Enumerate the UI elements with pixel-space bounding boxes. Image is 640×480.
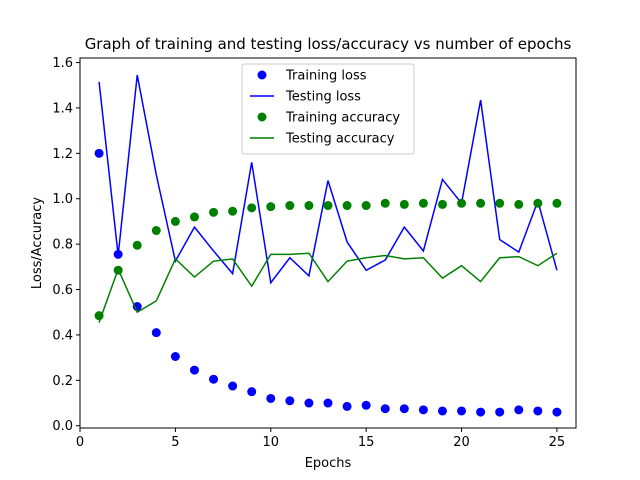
x-tick-label: 10 <box>262 435 279 450</box>
training-accuracy-point <box>380 198 390 208</box>
training-loss-point <box>495 407 505 417</box>
testing-loss-line <box>98 74 558 285</box>
y-tick-label: 1.2 <box>52 147 73 162</box>
training-accuracy-legend-label: Training accuracy <box>285 111 400 126</box>
training-loss-point <box>476 407 486 417</box>
training-accuracy-point <box>304 201 314 211</box>
y-tick-label: 0.4 <box>52 328 73 343</box>
training-accuracy-point <box>209 207 219 217</box>
training-loss-point <box>552 407 562 417</box>
training-accuracy-point <box>361 201 371 211</box>
training-accuracy-point <box>476 198 486 208</box>
plot-marks <box>94 74 562 417</box>
training-accuracy-point <box>437 199 447 209</box>
x-tick-label: 25 <box>549 435 566 450</box>
x-axis-label: Epochs <box>305 456 352 471</box>
x-tick-label: 5 <box>171 435 179 450</box>
training-accuracy-point <box>533 198 543 208</box>
x-tick-label: 20 <box>453 435 470 450</box>
y-tick-label: 0.0 <box>52 419 73 434</box>
training-loss-point <box>399 404 409 414</box>
training-loss-point <box>170 351 180 361</box>
training-loss-point <box>266 393 276 403</box>
training-loss-point <box>285 396 295 406</box>
training-accuracy-legend-swatch <box>257 112 267 122</box>
training-accuracy-point <box>323 201 333 211</box>
axes-frame <box>79 57 577 429</box>
x-axis-ticks: 0 5 10 15 20 25 <box>76 428 565 450</box>
training-loss-point <box>361 400 371 410</box>
training-loss-point <box>209 374 219 384</box>
y-tick-label: 1.0 <box>52 192 73 207</box>
training-accuracy-point <box>132 240 142 250</box>
training-accuracy-point <box>399 199 409 209</box>
legend: Training loss Testing loss Training accura… <box>241 63 415 155</box>
training-loss-legend-label: Training loss <box>285 69 367 84</box>
training-accuracy-point <box>457 198 467 208</box>
testing-accuracy-legend-label: Testing accuracy <box>285 132 395 147</box>
training-loss-point <box>228 381 238 391</box>
training-accuracy-point <box>228 206 238 216</box>
training-accuracy-point <box>495 198 505 208</box>
y-axis-ticks: 0.0 0.2 0.4 0.6 0.8 1.0 1.2 1.4 1.6 <box>52 56 80 434</box>
training-accuracy-point <box>514 199 524 209</box>
training-accuracy-point <box>247 203 257 213</box>
testing-accuracy-line <box>98 252 558 323</box>
training-loss-point <box>514 405 524 415</box>
training-loss-point <box>247 387 257 397</box>
x-tick-label: 0 <box>76 435 84 450</box>
training-accuracy-point <box>151 226 161 236</box>
x-tick-label: 15 <box>358 435 375 450</box>
training-loss-point <box>457 406 467 416</box>
training-loss-point <box>189 365 199 375</box>
y-tick-label: 0.8 <box>52 238 73 253</box>
training-accuracy-point <box>418 198 428 208</box>
chart-title: Graph of training and testing loss/accur… <box>85 35 572 53</box>
training-loss-point <box>304 398 314 408</box>
training-accuracy-point <box>189 212 199 222</box>
training-loss-point <box>533 406 543 416</box>
y-axis-label: Loss/Accuracy <box>30 197 45 290</box>
training-loss-point <box>418 405 428 415</box>
training-loss-point <box>437 406 447 416</box>
testing-loss-legend-label: Testing loss <box>285 90 361 105</box>
training-loss-legend-swatch <box>257 70 267 80</box>
y-tick-label: 0.6 <box>52 283 73 298</box>
y-tick-label: 0.2 <box>52 374 73 389</box>
training-accuracy-point <box>552 198 562 208</box>
training-accuracy-point <box>342 201 352 211</box>
legend-box <box>241 63 415 155</box>
training-loss-point <box>323 398 333 408</box>
training-accuracy-point <box>170 216 180 226</box>
y-tick-label: 1.6 <box>52 56 73 71</box>
training-loss-point <box>94 148 104 158</box>
training-loss-point <box>151 328 161 338</box>
training-loss-point <box>342 401 352 411</box>
training-loss-point <box>380 404 390 414</box>
training-accuracy-point <box>266 202 276 212</box>
training-accuracy-point <box>285 201 295 211</box>
y-tick-label: 1.4 <box>52 101 73 116</box>
